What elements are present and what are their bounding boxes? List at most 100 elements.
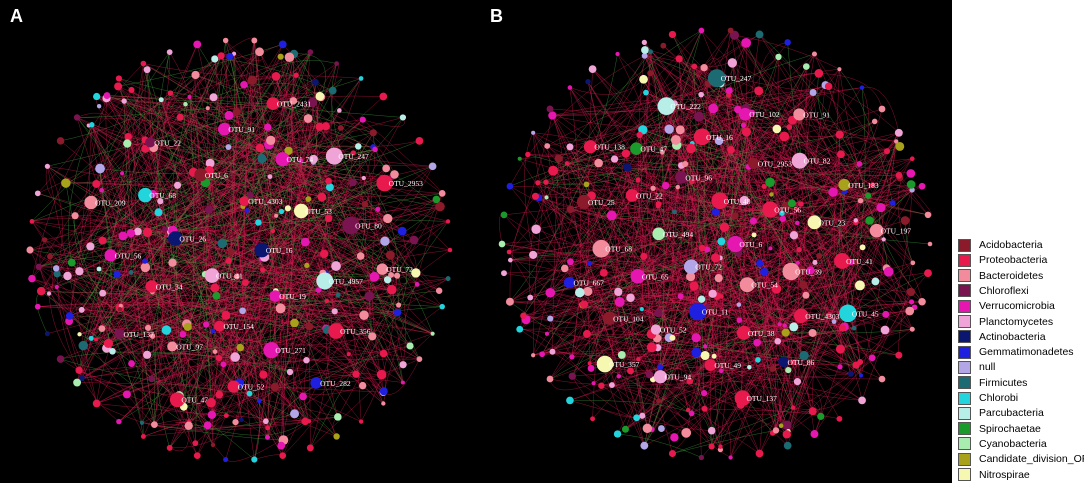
otu-label: OTU_2953 (758, 159, 792, 168)
hub-node (782, 262, 800, 281)
network-edge (68, 124, 93, 263)
network-node (393, 308, 402, 317)
network-edge (145, 148, 440, 291)
network-edge (166, 166, 433, 331)
network-edge (812, 92, 846, 186)
network-node (233, 273, 240, 280)
network-node (312, 78, 319, 86)
network-node (900, 216, 910, 225)
network-node (369, 271, 380, 282)
network-node (918, 182, 926, 190)
network-node (307, 97, 318, 108)
network-edge (658, 204, 794, 328)
network-edge (106, 98, 194, 173)
network-node (350, 150, 356, 156)
network-edge (161, 99, 319, 291)
network-edge (688, 409, 840, 420)
network-edge (280, 289, 319, 446)
network-node (56, 355, 65, 363)
network-node (686, 377, 694, 385)
network-edge (79, 329, 327, 371)
otu-label: OTU_48 (724, 197, 751, 206)
hub-node (376, 174, 393, 192)
network-edge (180, 117, 364, 179)
network-node (640, 441, 649, 450)
network-edge (310, 221, 449, 448)
network-node (785, 367, 792, 374)
network-edge (31, 221, 184, 407)
network-node (270, 228, 276, 234)
network-edge (65, 176, 392, 186)
network-node (853, 218, 858, 223)
network-node (642, 423, 653, 434)
network-node (761, 183, 767, 189)
network-node (61, 178, 71, 188)
network-edge (118, 78, 388, 219)
network-edge (704, 131, 747, 356)
network-edge (225, 206, 245, 316)
network-node (157, 198, 164, 205)
network-node (786, 124, 793, 130)
network-node (260, 267, 266, 273)
network-node (824, 82, 833, 91)
network-edge (117, 86, 310, 327)
network-node (728, 455, 733, 460)
network-edge (550, 292, 658, 348)
network-node (397, 226, 407, 236)
network-node (331, 261, 341, 271)
hub-node (167, 341, 178, 352)
network-edge (71, 262, 144, 437)
network-node (73, 378, 82, 387)
network-node (858, 396, 866, 405)
otu-label: OTU_2953 (389, 179, 423, 188)
network-node (837, 364, 843, 370)
network-node (698, 454, 705, 461)
network-node (568, 372, 577, 380)
network-node (246, 390, 253, 397)
otu-label: OTU_47 (640, 145, 667, 154)
network-edge (764, 191, 845, 273)
network-node (379, 92, 388, 101)
network-edge (56, 268, 291, 373)
network-edge (197, 175, 385, 392)
network-edge (839, 69, 893, 204)
network-node (554, 154, 563, 163)
hub-node (104, 249, 117, 262)
network-node (927, 241, 933, 247)
network-node (239, 307, 246, 315)
network-edge (233, 51, 260, 66)
network-node (400, 380, 405, 385)
network-edge (509, 186, 778, 342)
network-edge (267, 150, 293, 438)
network-edge (164, 57, 290, 230)
network-edge (759, 34, 869, 196)
network-node (315, 287, 322, 293)
network-node (303, 357, 310, 364)
network-node (225, 257, 232, 265)
hub-node (239, 196, 250, 207)
hub-node (169, 392, 185, 408)
network-edge (76, 168, 387, 383)
network-node (183, 322, 192, 331)
network-edge (730, 30, 914, 263)
network-node (881, 237, 886, 242)
network-edge (120, 218, 329, 307)
network-node (810, 430, 819, 438)
network-edge (691, 337, 701, 414)
network-edge (552, 115, 648, 429)
network-edge (645, 73, 670, 338)
network-node (636, 131, 643, 139)
network-node (334, 413, 342, 421)
network-edge (238, 96, 322, 384)
network-node (224, 110, 234, 120)
network-node (506, 182, 514, 190)
network-node (755, 30, 764, 39)
network-edge (38, 266, 339, 296)
network-node (399, 114, 407, 121)
network-edge (541, 163, 686, 355)
network-edge (145, 197, 420, 360)
network-edge (246, 210, 283, 446)
network-node (535, 180, 541, 186)
network-edge (690, 56, 779, 277)
network-node (143, 350, 152, 359)
